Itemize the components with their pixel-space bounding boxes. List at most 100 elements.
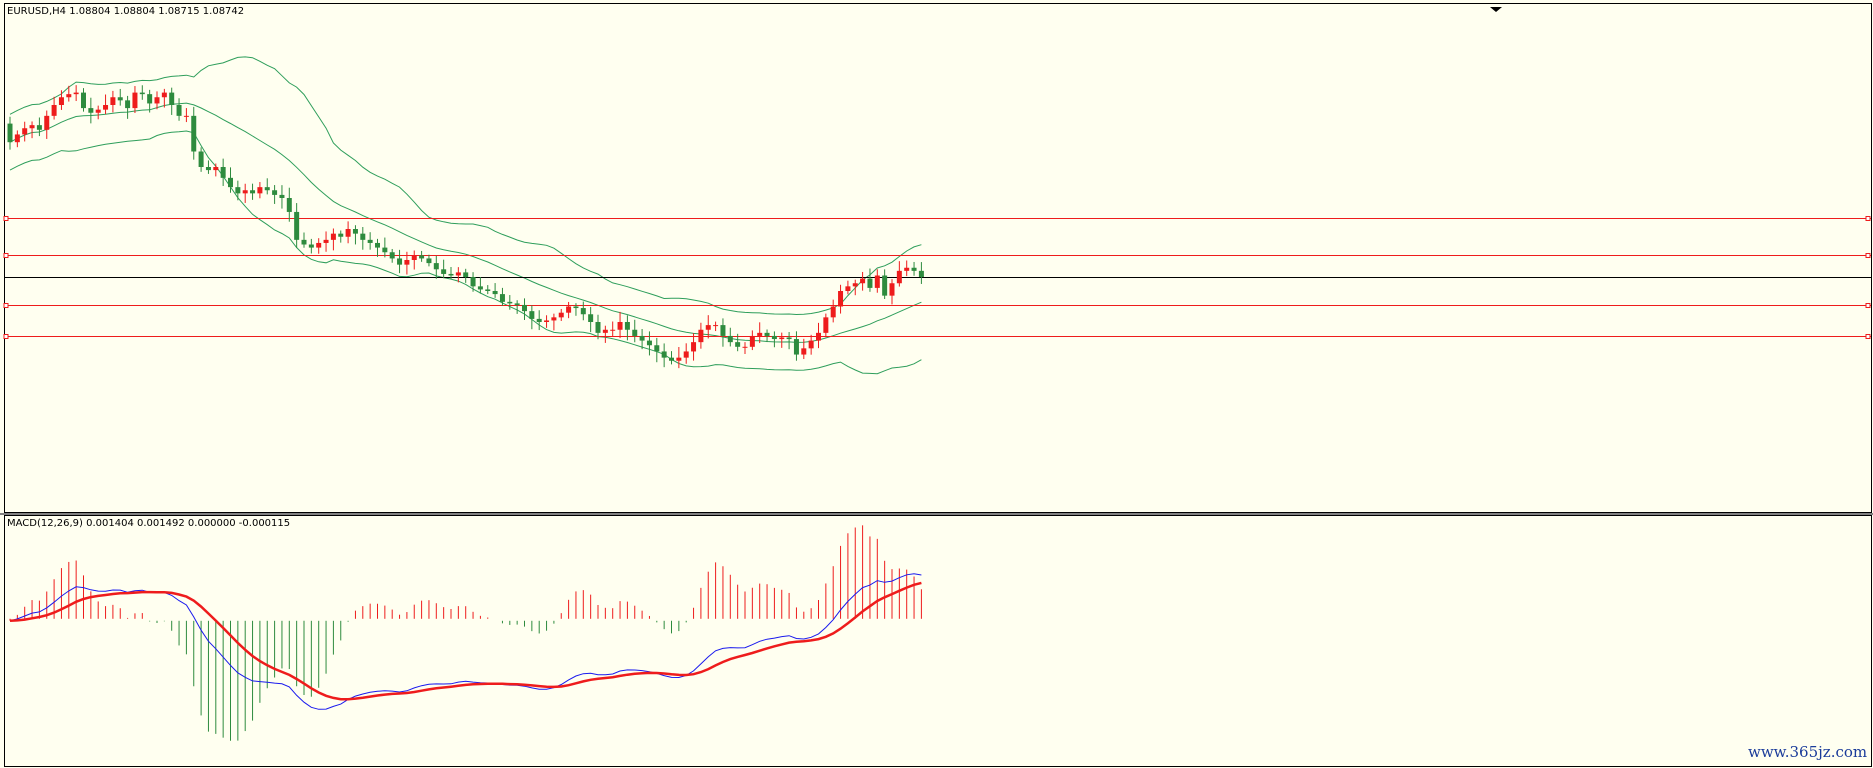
candle-body xyxy=(617,322,623,330)
candle-body xyxy=(845,286,851,291)
candle-body xyxy=(235,187,241,194)
candle-body xyxy=(441,269,447,274)
candle-body xyxy=(29,125,35,129)
price-pane-frame xyxy=(4,3,1872,513)
macd-line xyxy=(9,573,922,710)
candle-body xyxy=(404,260,410,265)
candle-body xyxy=(426,258,432,264)
signal-line xyxy=(9,581,922,701)
level-handle-right-4 xyxy=(1865,334,1871,339)
candle-body xyxy=(88,108,94,113)
candle-body xyxy=(911,267,917,271)
candle-body xyxy=(676,357,682,361)
candle-body xyxy=(228,177,233,188)
candle-body xyxy=(529,311,535,319)
candle-body xyxy=(691,342,697,352)
candle-body xyxy=(639,335,645,341)
candle-body xyxy=(522,304,527,312)
shift-marker-icon xyxy=(1490,7,1502,12)
candle-body xyxy=(566,306,572,313)
candle-body xyxy=(720,325,726,336)
candle-body xyxy=(375,242,380,248)
candle-body xyxy=(132,92,138,109)
candle-body xyxy=(816,332,821,341)
candle-body xyxy=(823,317,829,333)
candle-body xyxy=(36,125,42,130)
candle-body xyxy=(764,332,770,336)
candle-body xyxy=(507,301,513,304)
candle-body xyxy=(918,270,924,278)
candle-body xyxy=(889,283,895,296)
candle-body xyxy=(352,229,358,234)
candle-body xyxy=(198,151,204,167)
candle-body xyxy=(338,233,344,237)
candle-body xyxy=(397,258,403,265)
candle-body xyxy=(588,314,594,322)
candle-body xyxy=(242,190,248,194)
candle-body xyxy=(904,267,910,271)
candle-body xyxy=(499,294,505,302)
candle-body xyxy=(125,100,131,109)
level-handle-right-2 xyxy=(1865,253,1871,258)
candle-body xyxy=(81,92,86,109)
bollinger-middle-line xyxy=(9,102,922,343)
candle-body xyxy=(110,97,116,105)
candle-body xyxy=(154,97,160,104)
candle-body xyxy=(632,329,638,336)
candle-body xyxy=(485,289,491,291)
candle-body xyxy=(551,317,557,321)
candle-body xyxy=(345,229,351,237)
level-handle-left-4 xyxy=(3,334,9,339)
candle-body xyxy=(852,283,858,287)
candle-body xyxy=(544,320,550,322)
candle-body xyxy=(661,351,667,358)
candle-body xyxy=(580,308,586,315)
candle-body xyxy=(419,255,425,259)
candle-body xyxy=(73,92,79,95)
candle-body xyxy=(654,345,660,352)
candle-body xyxy=(742,346,748,348)
candle-body xyxy=(103,105,109,110)
bollinger-lower-line xyxy=(9,130,922,375)
candle-body xyxy=(801,348,807,355)
level-handle-left-3 xyxy=(3,303,9,308)
candle-body xyxy=(455,272,461,276)
bollinger-upper-line xyxy=(9,56,922,316)
candle-body xyxy=(683,351,689,358)
candle-body xyxy=(58,97,64,105)
candle-body xyxy=(771,335,777,340)
watermark: www.365jz.com xyxy=(1748,743,1868,761)
candle-body xyxy=(360,233,366,240)
candle-body xyxy=(838,291,844,307)
candle-body xyxy=(279,194,285,198)
macd-pane-frame xyxy=(4,515,1872,767)
candle-body xyxy=(558,312,564,318)
candle-body xyxy=(14,134,20,143)
candle-body xyxy=(213,167,219,171)
candle-body xyxy=(669,357,674,361)
candle-body xyxy=(250,190,256,194)
candle-body xyxy=(264,187,270,191)
candle-body xyxy=(492,291,498,295)
candle-body xyxy=(411,255,417,260)
candle-body xyxy=(867,278,873,288)
candle-body xyxy=(595,322,601,333)
candle-body xyxy=(220,167,226,178)
macd-info: MACD(12,26,9) 0.001404 0.001492 0.000000… xyxy=(7,518,291,529)
candle-body xyxy=(308,244,314,248)
candle-body xyxy=(610,329,616,331)
candle-body xyxy=(367,239,373,243)
candle-body xyxy=(749,335,755,347)
candle-body xyxy=(882,275,888,296)
level-handle-right-1 xyxy=(1865,216,1871,221)
candle-body xyxy=(294,211,300,240)
candle-body xyxy=(382,247,388,253)
candle-body xyxy=(874,275,880,288)
candle-body xyxy=(463,272,469,278)
level-handle-left-2 xyxy=(3,253,9,258)
candle-body xyxy=(286,198,292,212)
candle-body xyxy=(735,342,741,347)
candle-body xyxy=(191,115,197,152)
